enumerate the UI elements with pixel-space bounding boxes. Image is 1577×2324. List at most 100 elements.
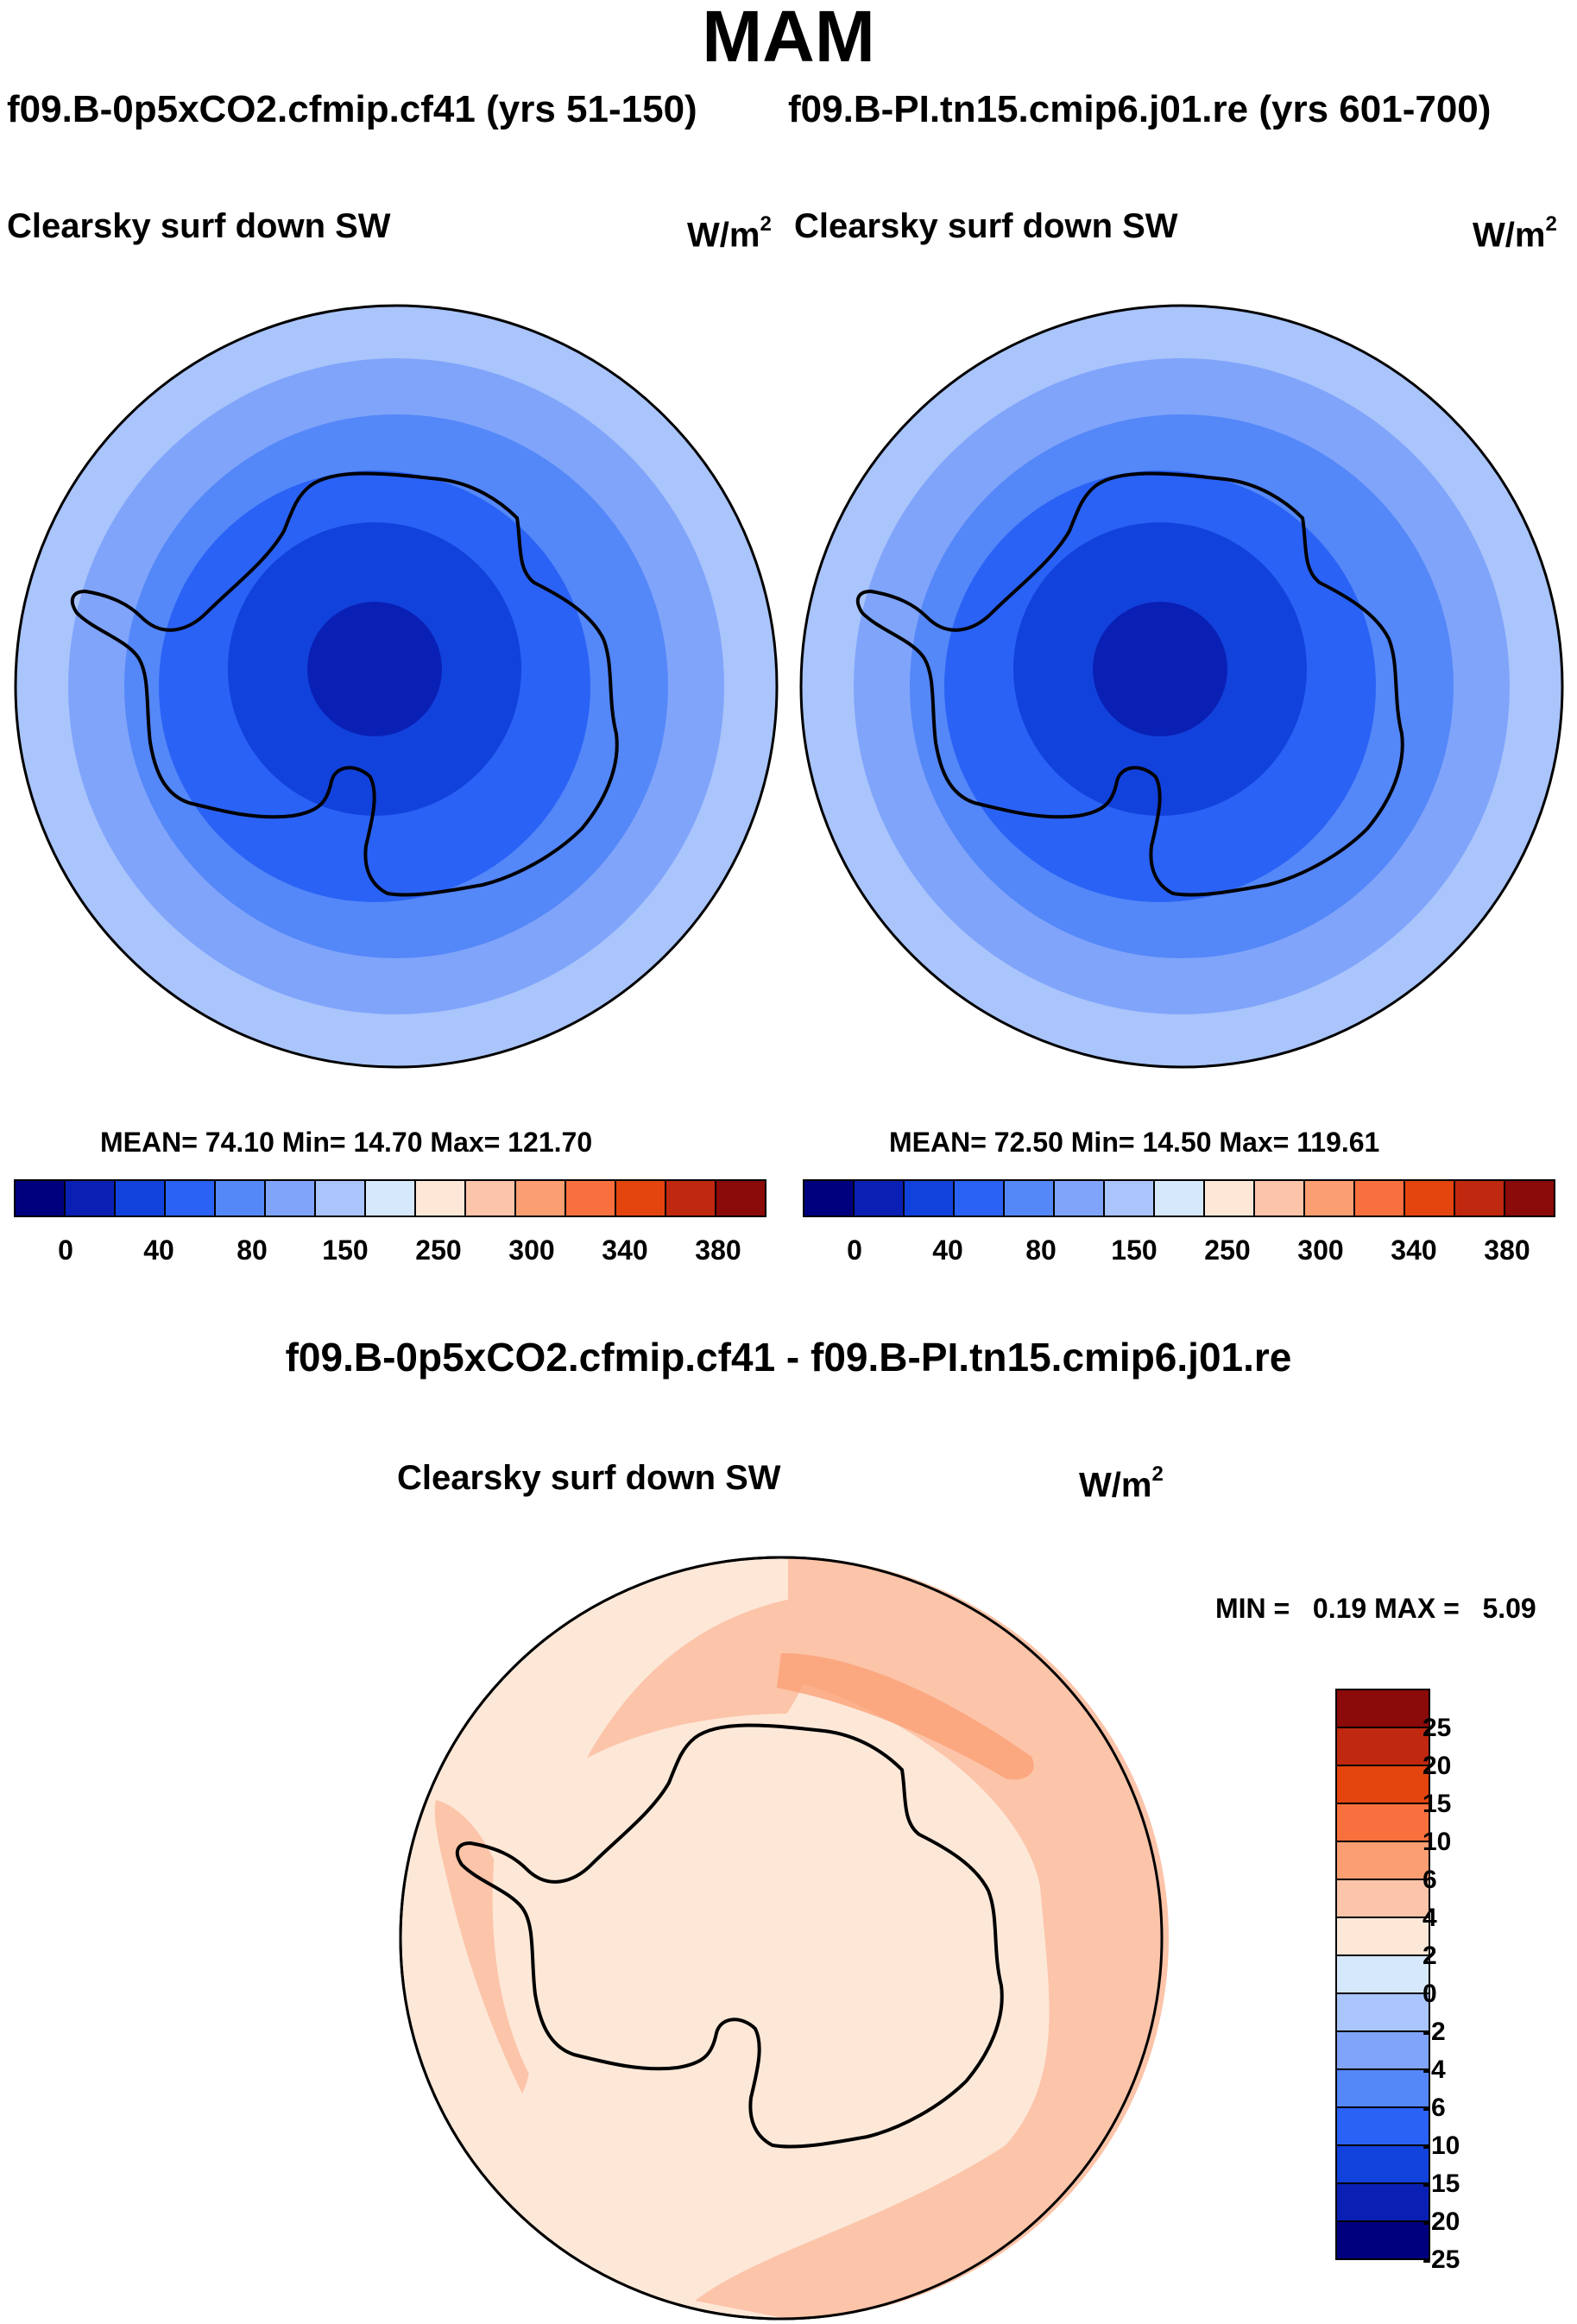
colorbar-swatch: [464, 1179, 516, 1217]
colorbar-swatch: [1454, 1179, 1505, 1217]
right-panel-field-title: Clearsky surf down SW: [794, 207, 1178, 245]
colorbar-tick-label: 2: [1422, 1942, 1437, 1970]
left-map-contour-rings: [16, 306, 777, 1067]
map-border: [799, 304, 1564, 1069]
colorbar-swatch: [1404, 1179, 1455, 1217]
left-panel-field-title: Clearsky surf down SW: [7, 207, 391, 245]
colorbar-swatch: [1335, 2182, 1430, 2222]
colorbar-tick-label: 0: [1422, 1980, 1437, 2008]
colorbar-tick-label: -15: [1422, 2169, 1460, 2198]
colorbar-tick-label: -25: [1422, 2245, 1460, 2274]
colorbar-swatch: [1335, 2144, 1430, 2184]
left-run-subtitle: f09.B-0p5xCO2.cfmip.cf41 (yrs 51-150): [7, 88, 697, 130]
colorbar-tick-label: 80: [237, 1235, 268, 1266]
colorbar-swatch: [615, 1179, 666, 1217]
difference-stripe-4-6: [777, 1653, 1034, 1780]
map-border: [14, 304, 779, 1069]
left-colorbar: [14, 1179, 766, 1217]
colorbar-tick-label: 25: [1422, 1714, 1452, 1742]
colorbar-swatch: [1335, 2220, 1430, 2260]
difference-colorbar: [1335, 1689, 1430, 2260]
colorbar-tick-label: 4: [1422, 1904, 1437, 1932]
colorbar-swatch: [1203, 1179, 1255, 1217]
colorbar-swatch: [1335, 2068, 1430, 2108]
colorbar-swatch: [715, 1179, 766, 1217]
difference-units: W/m2: [1079, 1462, 1164, 1505]
colorbar-swatch: [1335, 1955, 1430, 1994]
left-polar-map: [14, 304, 779, 1069]
contour-ring-5: [307, 602, 442, 736]
colorbar-tick-label: -6: [1422, 2093, 1446, 2122]
colorbar-tick-label: -4: [1422, 2056, 1446, 2084]
colorbar-swatch: [1335, 1841, 1430, 1880]
colorbar-tick-label: 300: [1297, 1235, 1344, 1266]
colorbar-swatch: [853, 1179, 905, 1217]
difference-title: f09.B-0p5xCO2.cfmip.cf41 - f09.B-PI.tn15…: [285, 1335, 1292, 1380]
colorbar-swatch: [514, 1179, 566, 1217]
contour-ring-5: [1093, 602, 1227, 736]
left-panel-stats: MEAN= 74.10 Min= 14.70 Max= 121.70: [100, 1127, 593, 1158]
right-antarctica-coastline: [855, 471, 1404, 897]
colorbar-swatch: [953, 1179, 1005, 1217]
difference-west-band-2-4: [434, 1800, 532, 2093]
colorbar-swatch: [264, 1179, 316, 1217]
colorbar-swatch: [1003, 1179, 1055, 1217]
difference-stats: MIN = 0.19 MAX = 5.09: [1215, 1593, 1536, 1624]
colorbar-swatch: [1335, 1803, 1430, 1842]
colorbar-swatch: [1335, 1992, 1430, 2032]
colorbar-tick-label: 340: [1391, 1235, 1437, 1266]
right-panel-units: W/m2: [1473, 212, 1557, 255]
difference-inner-cream: [492, 1714, 1036, 2197]
colorbar-swatch: [565, 1179, 616, 1217]
colorbar-tick-label: 300: [508, 1235, 555, 1266]
colorbar-swatch: [364, 1179, 416, 1217]
colorbar-swatch: [64, 1179, 116, 1217]
difference-field-title: Clearsky surf down SW: [397, 1459, 781, 1497]
right-map-contour-rings: [801, 306, 1562, 1067]
colorbar-swatch: [214, 1179, 266, 1217]
colorbar-tick-label: -20: [1422, 2207, 1460, 2236]
colorbar-tick-label: 80: [1025, 1235, 1057, 1266]
difference-right-region-2-4: [695, 1557, 1169, 2319]
colorbar-tick-label: 40: [143, 1235, 174, 1266]
colorbar-swatch: [1303, 1179, 1355, 1217]
colorbar-swatch: [1335, 1917, 1430, 1956]
colorbar-swatch: [1335, 1689, 1430, 1728]
colorbar-swatch: [1504, 1179, 1555, 1217]
colorbar-swatch: [1335, 1727, 1430, 1766]
colorbar-swatch: [665, 1179, 716, 1217]
colorbar-swatch: [1335, 2106, 1430, 2146]
colorbar-tick-label: 150: [322, 1235, 369, 1266]
right-panel-stats: MEAN= 72.50 Min= 14.50 Max= 119.61: [889, 1127, 1380, 1158]
colorbar-swatch: [1153, 1179, 1205, 1217]
colorbar-swatch: [903, 1179, 955, 1217]
colorbar-tick-label: -2: [1422, 2018, 1446, 2046]
colorbar-tick-label: 15: [1422, 1790, 1452, 1818]
colorbar-swatch: [164, 1179, 216, 1217]
difference-polar-map: [399, 1556, 1169, 2321]
colorbar-swatch: [414, 1179, 466, 1217]
colorbar-tick-label: 0: [58, 1235, 73, 1266]
colorbar-tick-label: 0: [847, 1235, 862, 1266]
colorbar-swatch: [1335, 1765, 1430, 1804]
colorbar-swatch: [803, 1179, 855, 1217]
colorbar-tick-label: 40: [932, 1235, 963, 1266]
right-polar-map: [799, 304, 1564, 1069]
colorbar-swatch: [1053, 1179, 1105, 1217]
left-panel-units: W/m2: [687, 212, 772, 255]
colorbar-tick-label: 380: [1484, 1235, 1530, 1266]
colorbar-tick-label: 150: [1111, 1235, 1158, 1266]
colorbar-tick-label: 250: [415, 1235, 462, 1266]
main-title: MAM: [702, 0, 875, 77]
right-colorbar: [803, 1179, 1555, 1217]
colorbar-tick-label: 250: [1204, 1235, 1251, 1266]
colorbar-swatch: [114, 1179, 166, 1217]
difference-antarctica-coastline: [455, 1723, 1004, 2149]
right-run-subtitle: f09.B-PI.tn15.cmip6.j01.re (yrs 601-700): [788, 88, 1492, 130]
left-antarctica-coastline: [70, 471, 619, 897]
colorbar-swatch: [1103, 1179, 1155, 1217]
colorbar-tick-label: 340: [602, 1235, 648, 1266]
colorbar-swatch: [1335, 2030, 1430, 2070]
colorbar-tick-label: 10: [1422, 1828, 1452, 1856]
colorbar-tick-label: 380: [695, 1235, 741, 1266]
